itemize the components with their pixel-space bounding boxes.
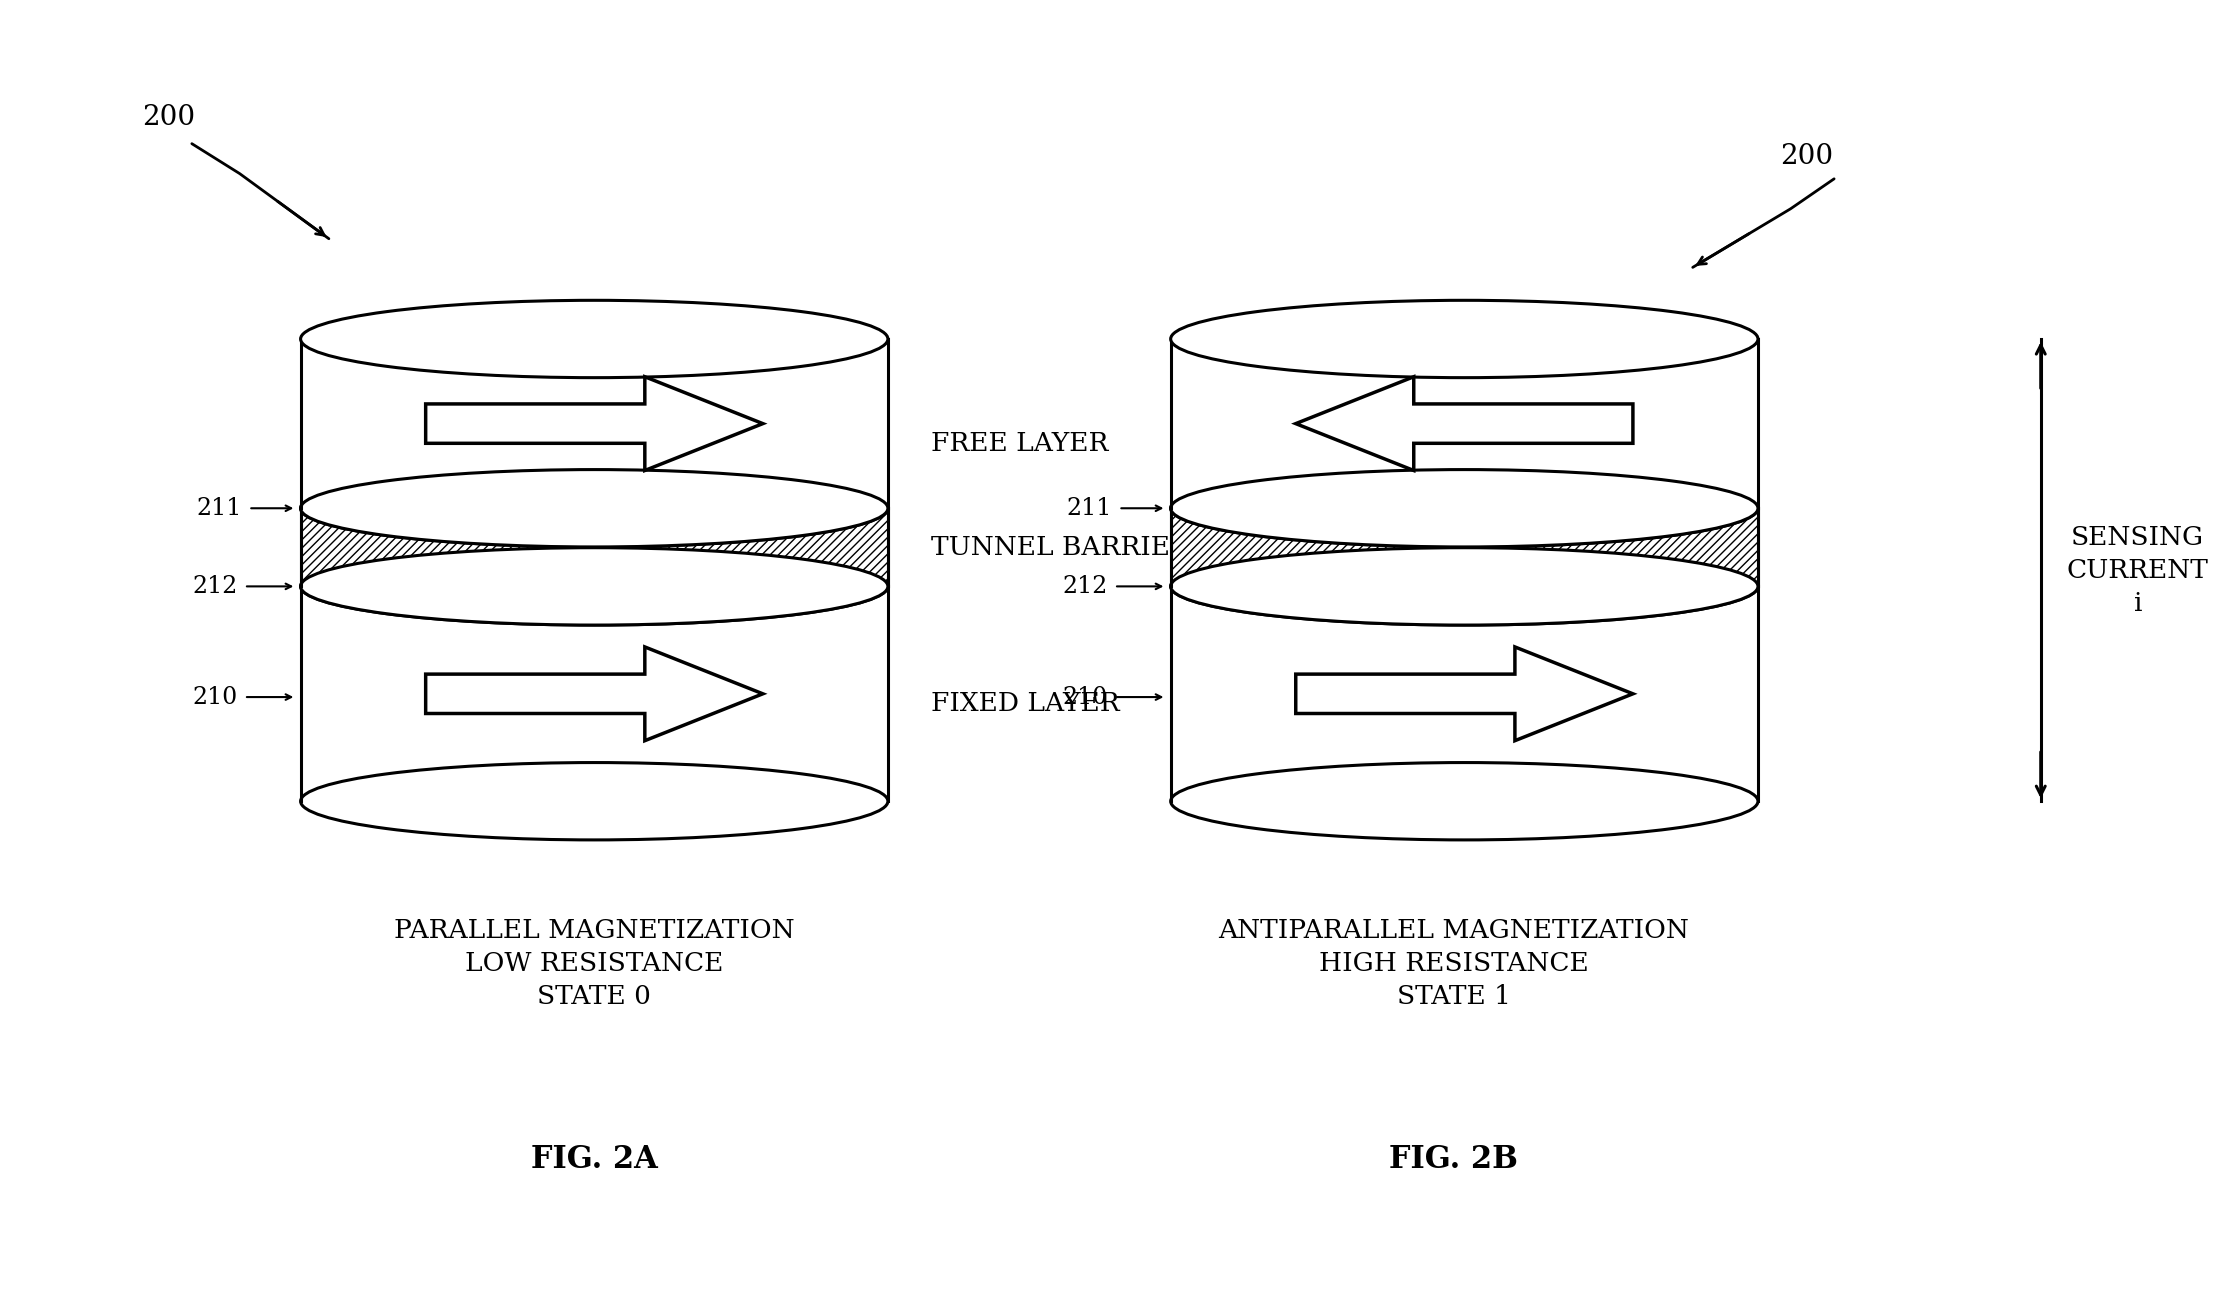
- Text: 200: 200: [1780, 143, 1834, 170]
- Polygon shape: [1171, 508, 1758, 587]
- Ellipse shape: [300, 470, 889, 547]
- Polygon shape: [1296, 647, 1632, 741]
- Polygon shape: [1171, 340, 1758, 508]
- Ellipse shape: [300, 470, 889, 547]
- Ellipse shape: [1171, 547, 1758, 625]
- Ellipse shape: [1171, 762, 1758, 840]
- Text: FIG. 2B: FIG. 2B: [1388, 1144, 1518, 1175]
- Text: FIG. 2A: FIG. 2A: [531, 1144, 658, 1175]
- Text: PARALLEL MAGNETIZATION
LOW RESISTANCE
STATE 0: PARALLEL MAGNETIZATION LOW RESISTANCE ST…: [394, 919, 795, 1009]
- Ellipse shape: [300, 547, 889, 625]
- Ellipse shape: [1171, 547, 1758, 625]
- Ellipse shape: [1171, 470, 1758, 547]
- Polygon shape: [1171, 587, 1758, 801]
- Text: SENSING
CURRENT
i: SENSING CURRENT i: [2067, 525, 2208, 616]
- Text: TUNNEL BARRIER212: TUNNEL BARRIER212: [931, 534, 1240, 559]
- Ellipse shape: [300, 300, 889, 378]
- Polygon shape: [1296, 376, 1632, 471]
- Polygon shape: [300, 508, 889, 587]
- Text: 211: 211: [1066, 496, 1113, 520]
- Text: 200: 200: [141, 104, 195, 132]
- Ellipse shape: [1171, 470, 1758, 547]
- Polygon shape: [300, 587, 889, 801]
- Ellipse shape: [300, 547, 889, 625]
- Text: 212: 212: [1061, 575, 1108, 597]
- Polygon shape: [1171, 508, 1758, 587]
- Text: FIXED LAYER: FIXED LAYER: [931, 691, 1120, 716]
- Text: 210: 210: [193, 686, 237, 708]
- Polygon shape: [300, 340, 889, 508]
- Text: ANTIPARALLEL MAGNETIZATION
HIGH RESISTANCE
STATE 1: ANTIPARALLEL MAGNETIZATION HIGH RESISTAN…: [1218, 919, 1688, 1009]
- Polygon shape: [425, 647, 763, 741]
- Ellipse shape: [300, 762, 889, 840]
- Text: 211: 211: [197, 496, 242, 520]
- Ellipse shape: [1171, 300, 1758, 378]
- Text: 212: 212: [193, 575, 237, 597]
- Polygon shape: [300, 508, 889, 587]
- Text: FREE LAYER: FREE LAYER: [931, 430, 1108, 455]
- Text: 210: 210: [1061, 686, 1108, 708]
- Polygon shape: [425, 376, 763, 471]
